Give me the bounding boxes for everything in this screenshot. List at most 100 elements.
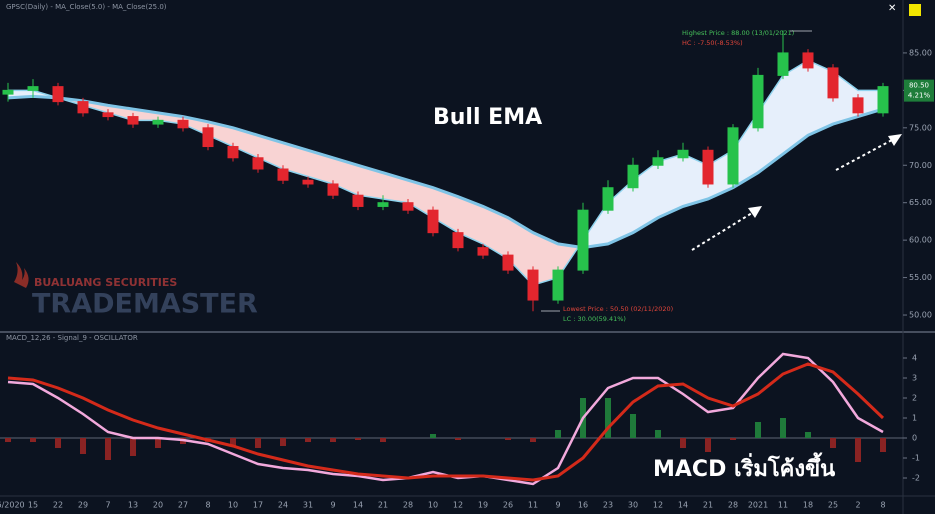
histogram-bar: [805, 432, 811, 438]
y-tick-label: 55.00: [909, 273, 932, 282]
x-tick-label: 22: [53, 501, 63, 510]
x-tick-label: 28: [728, 501, 738, 510]
x-tick-label: 06/2020: [0, 501, 25, 510]
x-tick-label: 30: [628, 501, 638, 510]
candle-body: [52, 86, 64, 103]
candle-body: [877, 86, 889, 114]
x-tick-label: 10: [228, 501, 238, 510]
x-tick-label: 17: [253, 501, 263, 510]
x-tick-label: 21: [378, 501, 388, 510]
candle-body: [327, 183, 339, 196]
candle-body: [27, 86, 39, 91]
histogram-bar: [280, 438, 286, 446]
ema-band: [333, 157, 358, 196]
y-tick-label: 1: [912, 414, 917, 423]
candle-body: [402, 202, 414, 211]
y-tick-label: 4: [912, 354, 917, 363]
watermark-brand: BUALUANG SECURITIES: [34, 276, 177, 289]
histogram-bar: [505, 438, 511, 440]
x-tick-label: 18: [803, 501, 813, 510]
candle-body: [727, 127, 739, 185]
y-tick-label: 85.00: [909, 48, 932, 57]
candle-body: [177, 119, 189, 129]
toolbar-icon[interactable]: [909, 4, 921, 16]
candle-body: [577, 209, 589, 271]
ema-band: [308, 150, 333, 184]
y-tick-label: 60.00: [909, 236, 932, 245]
ema-band: [683, 154, 708, 207]
candle-body: [277, 168, 289, 181]
ema-band: [508, 217, 533, 286]
x-tick-label: 21: [703, 501, 713, 510]
annotation: Highest Price : 88.00 (13/01/2021): [682, 29, 794, 37]
histogram-bar: [5, 438, 11, 442]
ema-band: [658, 154, 683, 218]
histogram-bar: [855, 438, 861, 462]
x-tick-label: 2: [855, 501, 860, 510]
candle-body: [102, 112, 114, 118]
candle-body: [227, 146, 239, 159]
watermark-logo: [14, 262, 29, 288]
histogram-bar: [705, 438, 711, 452]
histogram-bar: [830, 438, 836, 448]
candle-body: [652, 157, 664, 166]
histogram-bar: [380, 438, 386, 442]
histogram-bar: [330, 438, 336, 442]
ema-fills: [8, 60, 883, 286]
y-tick-label: 3: [912, 374, 917, 383]
annotation: HC : -7.50(-8.53%): [682, 39, 743, 47]
candle-body: [127, 116, 139, 125]
candle-body: [202, 127, 214, 148]
arrowhead: [748, 206, 762, 218]
x-tick-label: 26: [503, 501, 513, 510]
candle-body: [552, 269, 564, 301]
last-price-label: 80.50: [909, 82, 929, 90]
candle-body: [802, 52, 814, 69]
x-tick-label: 13: [128, 501, 138, 510]
candle-body: [852, 97, 864, 114]
candle-body: [627, 164, 639, 189]
x-tick-label: 14: [678, 501, 688, 510]
histogram-bar: [430, 434, 436, 438]
candle-body: [477, 247, 489, 256]
signal-line: [7, 362, 885, 482]
candle-body: [352, 194, 364, 207]
candle-body: [777, 52, 789, 76]
y-tick-label: 65.00: [909, 198, 932, 207]
candle-body: [452, 232, 464, 249]
marks: 50.0055.0060.0065.0070.0075.0080.0085.00…: [0, 30, 934, 510]
x-tick-label: 9: [330, 501, 335, 510]
x-tick-label: 7: [105, 501, 110, 510]
histogram-bar: [30, 438, 36, 442]
x-tick-label: 15: [28, 501, 38, 510]
y-tick-label: 70.00: [909, 161, 932, 170]
candle-body: [752, 74, 764, 129]
x-tick-label: 27: [178, 501, 188, 510]
ema-band: [583, 202, 608, 248]
ema-band: [233, 127, 258, 158]
callout: Bull EMA: [433, 105, 542, 130]
x-tick-label: 8: [205, 501, 210, 510]
x-tick-label: 31: [303, 501, 313, 510]
ema-band: [608, 180, 633, 244]
histogram-bar: [605, 398, 611, 438]
ema-band: [733, 112, 758, 188]
histogram-bar: [55, 438, 61, 448]
histogram-bar: [305, 438, 311, 442]
candle-body: [602, 187, 614, 211]
close-icon[interactable]: ✕: [888, 3, 896, 14]
ema-band: [808, 60, 833, 136]
macd-header: MACD_12,26 - Signal_9 - OSCILLATOR: [6, 334, 138, 342]
x-tick-label: 12: [453, 501, 463, 510]
candle-body: [2, 89, 14, 95]
callout: MACD เริ่มโค้งขึ้น: [653, 452, 835, 482]
x-tick-label: 14: [353, 501, 363, 510]
histogram-bar: [655, 430, 661, 438]
y-tick-label: -1: [912, 454, 920, 463]
x-tick-label: 12: [653, 501, 663, 510]
x-tick-label: 19: [478, 501, 488, 510]
histogram-bar: [730, 438, 736, 440]
arrowhead: [888, 134, 902, 146]
x-tick-label: 29: [78, 501, 88, 510]
